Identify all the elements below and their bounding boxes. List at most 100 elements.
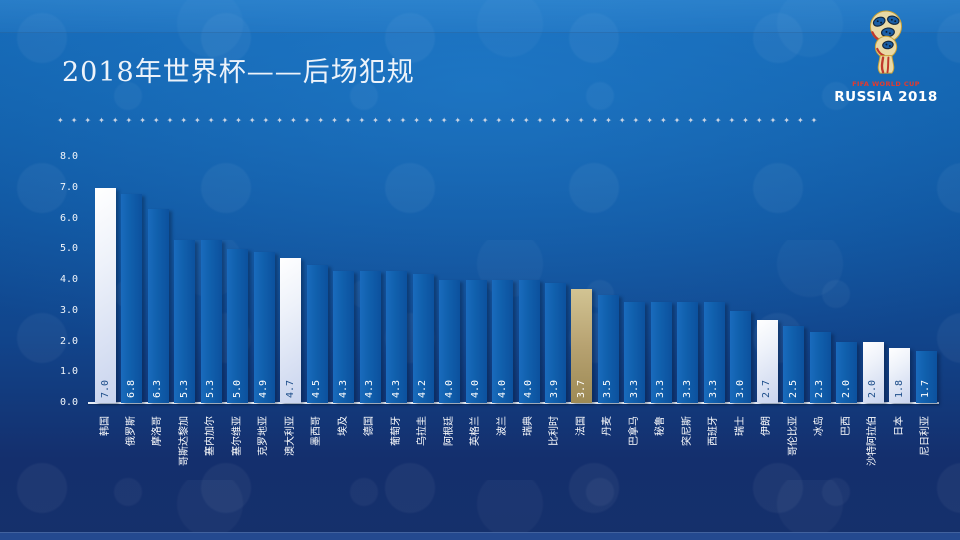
bar-value-label: 5.0 [231, 379, 243, 398]
bar-value-label: 3.3 [655, 379, 667, 398]
x-axis-slot: 葡萄牙 [386, 410, 407, 528]
y-tick-label: 8.0 [60, 151, 79, 162]
bar: 2.5 [783, 326, 805, 403]
category-label: 西班牙 [708, 416, 720, 446]
bar: 4.0 [492, 280, 514, 403]
x-axis-slot: 波兰 [492, 410, 513, 528]
bar: 2.7 [756, 319, 778, 403]
bar: 3.3 [624, 301, 646, 403]
category-label: 葡萄牙 [390, 416, 402, 446]
category-label: 澳大利亚 [284, 416, 296, 456]
x-axis-labels: 韩国 俄罗斯 摩洛哥 哥斯达黎加 塞内加尔 塞尔维亚 克罗地亚 澳大利亚 墨西哥 埃及 德国 葡萄牙 乌… [95, 410, 937, 528]
bar-value-label: 4.5 [311, 379, 323, 398]
category-label: 法国 [575, 416, 587, 436]
bar-value-label: 1.8 [893, 379, 905, 398]
y-tick-label: 7.0 [60, 181, 79, 193]
category-label: 瑞士 [734, 416, 746, 436]
x-axis-slot: 韩国 [95, 410, 116, 528]
x-axis-slot: 伊朗 [757, 410, 778, 528]
category-label: 比利时 [549, 416, 561, 446]
bar-value-label: 3.9 [549, 379, 561, 398]
x-axis-slot: 英格兰 [466, 410, 487, 528]
bar-value-label: 4.0 [470, 379, 482, 398]
x-axis-slot: 塞尔维亚 [227, 410, 248, 528]
category-label: 巴拿马 [628, 416, 640, 446]
bar-value-label: 2.7 [761, 379, 773, 398]
world-cup-trophy-icon [869, 10, 903, 74]
category-label: 瑞典 [523, 416, 534, 436]
x-axis-line [88, 402, 939, 404]
category-label: 日本 [893, 416, 905, 436]
bar-value-label: 1.7 [920, 379, 932, 398]
x-axis-slot: 瑞典 [519, 410, 540, 528]
category-label: 阿根廷 [443, 416, 455, 446]
bar: 1.8 [889, 347, 911, 403]
category-label: 乌拉圭 [417, 416, 429, 446]
bar-value-label: 7.0 [99, 379, 111, 398]
x-axis-slot: 日本 [889, 410, 910, 528]
x-axis-slot: 尼日利亚 [916, 410, 937, 528]
x-axis-slot: 突尼斯 [677, 410, 698, 528]
x-axis-slot: 乌拉圭 [413, 410, 434, 528]
bar-value-label: 5.3 [178, 379, 190, 398]
x-axis-slot: 埃及 [333, 410, 354, 528]
bar-value-label: 3.0 [734, 379, 746, 398]
x-axis-slot: 墨西哥 [307, 410, 328, 528]
bar-value-label: 3.5 [602, 379, 614, 398]
category-label: 摩洛哥 [152, 416, 164, 446]
bar: 4.3 [359, 270, 381, 403]
y-tick-label: 2.0 [60, 335, 79, 347]
bars-container: 7.0 6.8 6.3 5.3 5.3 5.0 4.9 4.7 4.5 4.3 4.3 4.3 4.2 4… [95, 157, 937, 403]
bar: 5.3 [174, 240, 196, 403]
x-axis-slot: 澳大利亚 [280, 410, 301, 528]
bar: 3.3 [650, 301, 672, 403]
x-axis-slot: 德国 [360, 410, 381, 528]
x-axis-slot: 冰岛 [810, 410, 831, 528]
bar: 3.5 [597, 295, 619, 403]
bar-value-label: 6.3 [152, 379, 164, 398]
bar-value-label: 2.0 [867, 379, 879, 398]
x-axis-slot: 摩洛哥 [148, 410, 169, 528]
x-axis-slot: 沙特阿拉伯 [863, 410, 884, 528]
bar: 3.7 [571, 289, 593, 403]
y-tick-label: 3.0 [60, 304, 79, 316]
bar-value-label: 4.3 [390, 379, 402, 398]
bar: 3.3 [703, 301, 725, 403]
bar-value-label: 3.3 [628, 379, 640, 398]
bar: 2.3 [809, 332, 831, 403]
category-label: 韩国 [99, 416, 111, 436]
bar: 4.2 [412, 273, 434, 403]
bar-value-label: 3.3 [681, 379, 693, 398]
bar-value-label: 4.7 [284, 379, 296, 398]
category-label: 埃及 [337, 416, 349, 436]
bar: 4.0 [439, 280, 461, 403]
x-axis-slot: 秘鲁 [651, 410, 672, 528]
category-label: 俄罗斯 [125, 416, 137, 446]
bar-value-label: 5.3 [205, 379, 217, 398]
bar: 4.3 [333, 270, 355, 403]
y-tick-label: 0.0 [60, 397, 79, 408]
bar: 4.7 [280, 258, 302, 403]
bar: 4.0 [518, 280, 540, 403]
bar: 4.9 [253, 252, 275, 403]
category-label: 塞尔维亚 [231, 416, 243, 456]
x-axis-slot: 丹麦 [598, 410, 619, 528]
bar-value-label: 2.3 [814, 379, 826, 398]
x-axis-slot: 哥伦比亚 [783, 410, 804, 528]
category-label: 沙特阿拉伯 [867, 416, 879, 466]
bottom-band [0, 532, 960, 540]
bar: 3.3 [677, 301, 699, 403]
category-label: 哥伦比亚 [787, 416, 799, 456]
bar: 4.5 [306, 264, 328, 403]
bar: 7.0 [95, 187, 116, 403]
logo-fifa-text: FIFA WORLD CUP [852, 80, 920, 88]
y-tick-label: 5.0 [60, 243, 79, 255]
bar-value-label: 6.8 [125, 379, 137, 398]
bar: 4.0 [465, 280, 487, 403]
bar: 3.0 [730, 310, 752, 403]
category-label: 尼日利亚 [920, 416, 932, 456]
bar: 6.8 [121, 193, 143, 403]
bar: 2.0 [836, 341, 858, 403]
